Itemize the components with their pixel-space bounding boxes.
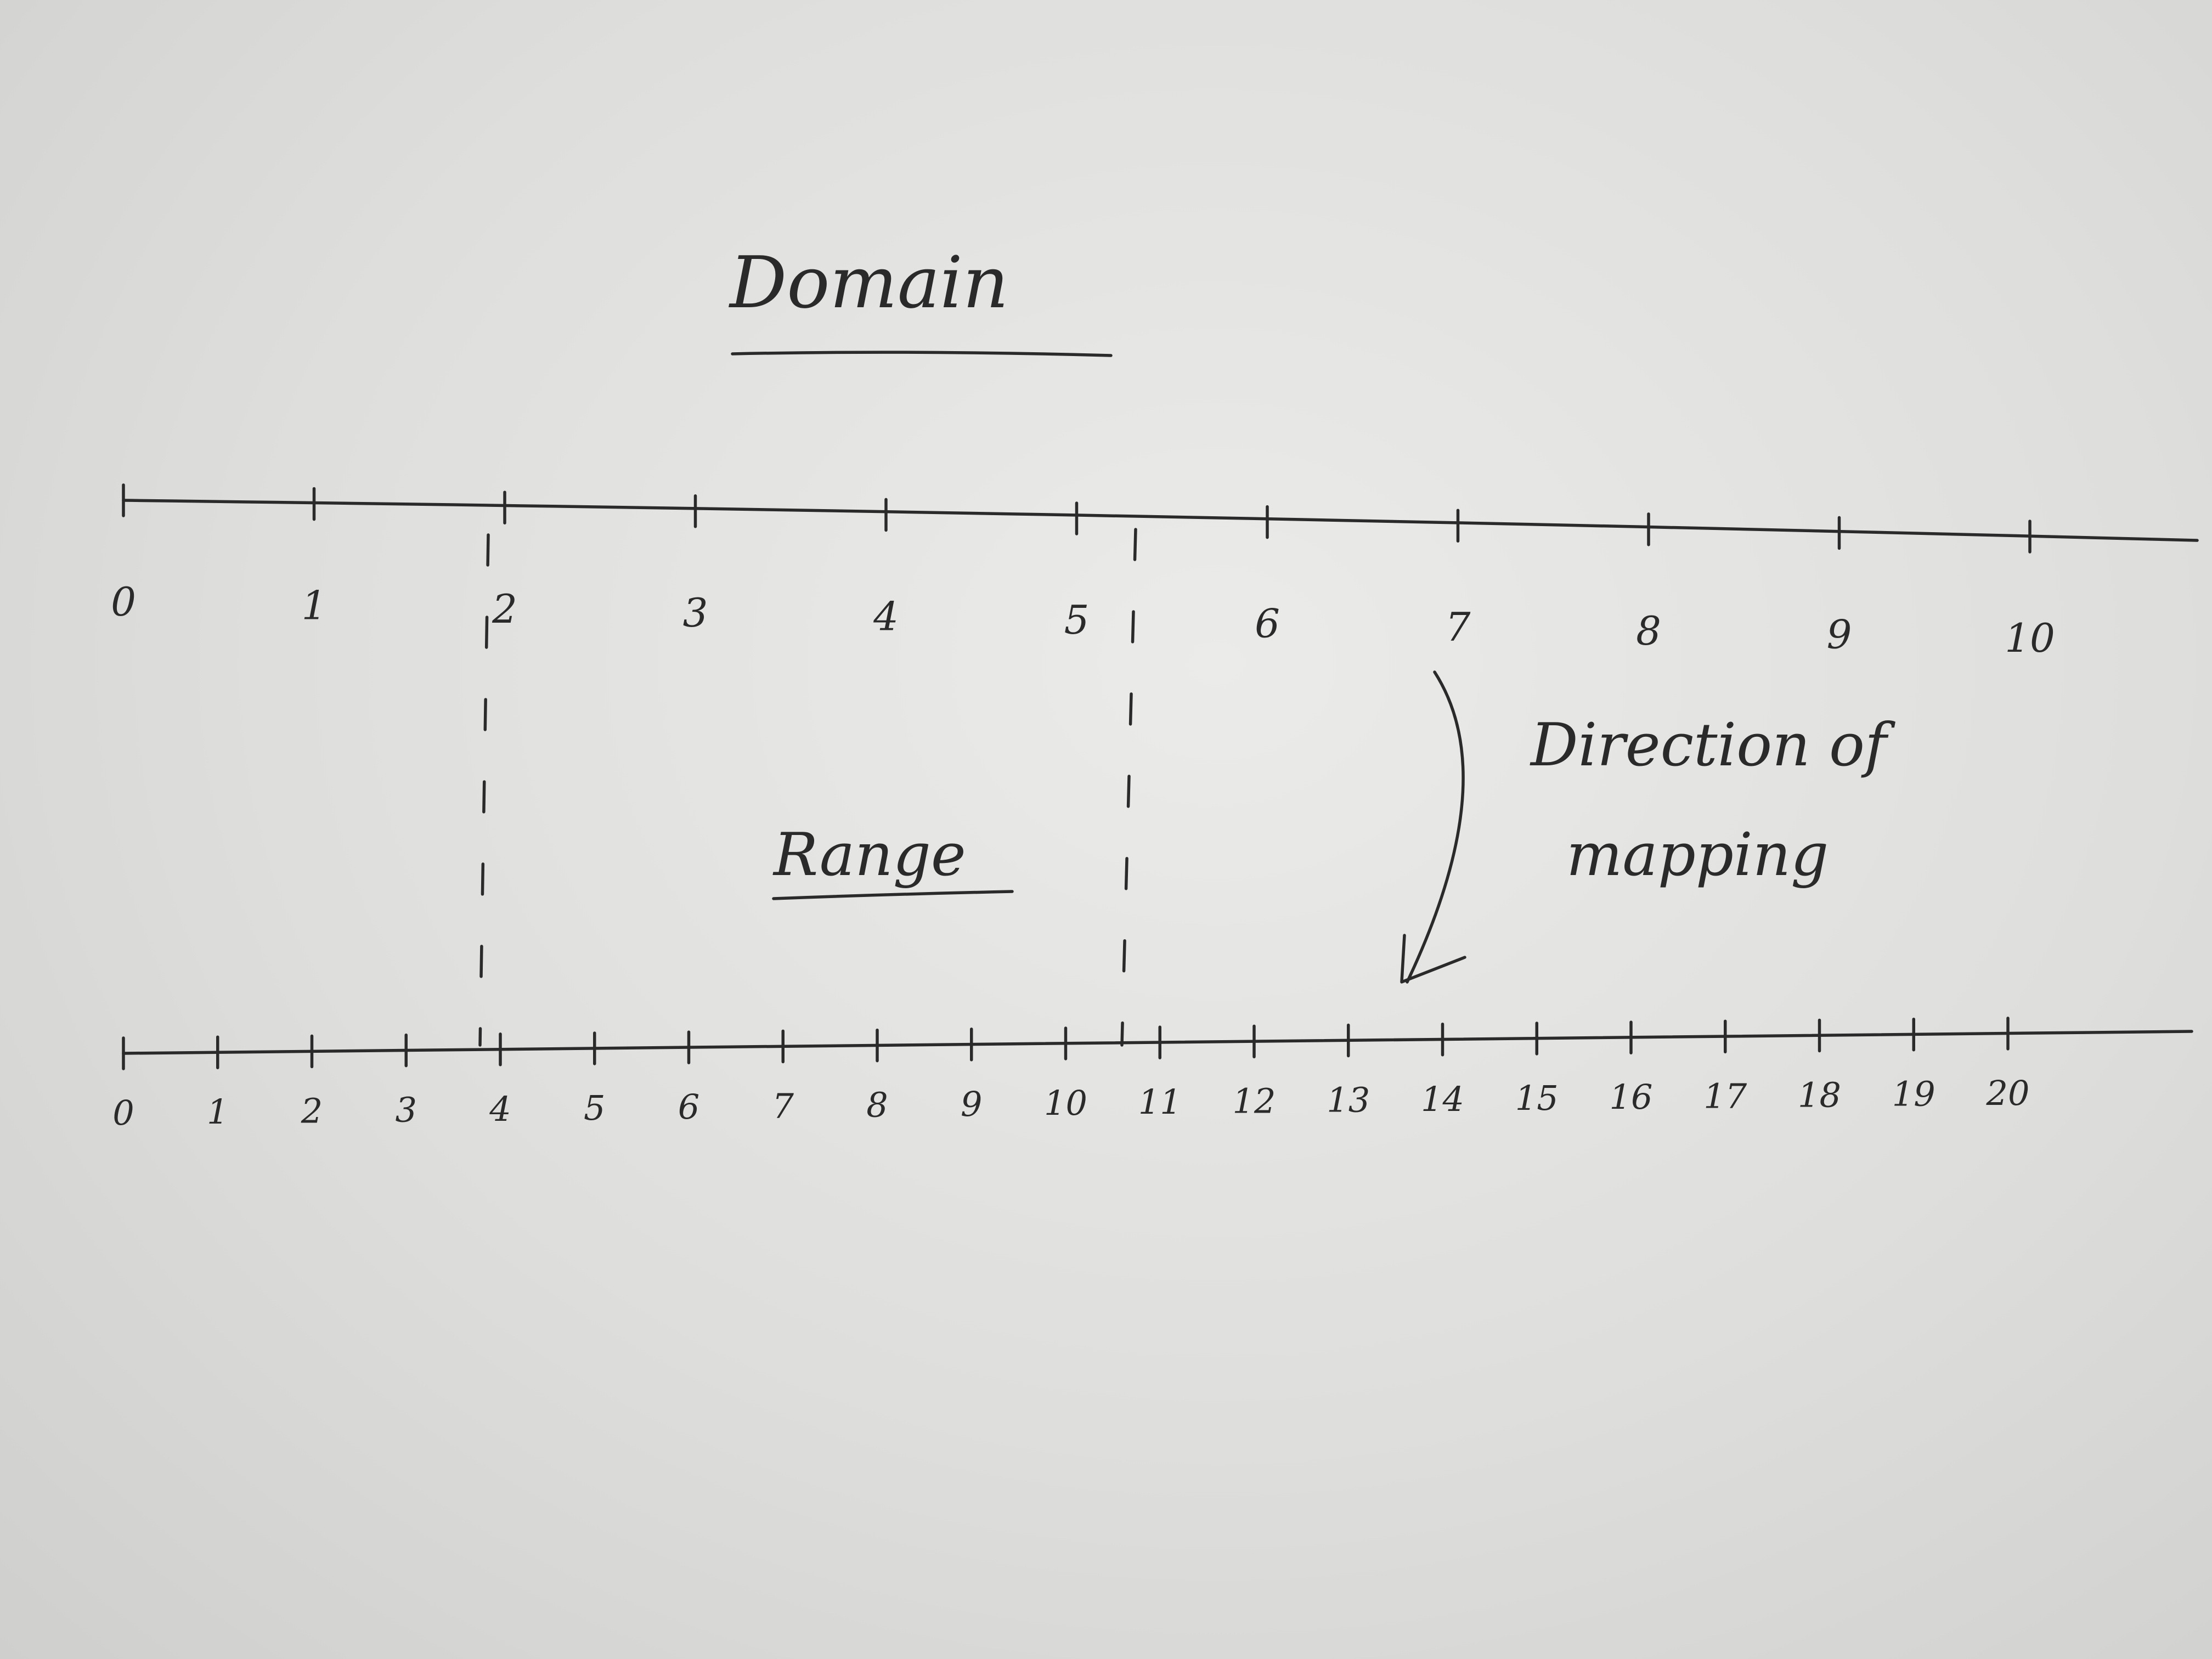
- domain-axis-tick-label-4: 4: [873, 593, 899, 639]
- dashed-link-2-to-4: [478, 533, 490, 1047]
- range-axis-line: [122, 1030, 2193, 1055]
- dashed-link-5-5-to-11: [1120, 528, 1137, 1047]
- range-axis-tick-label-14: 14: [1421, 1079, 1464, 1119]
- domain-axis-tick-label-5: 5: [1064, 597, 1090, 643]
- range-axis-tick-label-3: 3: [396, 1090, 417, 1130]
- range-axis-tick-label-8: 8: [866, 1085, 888, 1125]
- mapping-arrow-head: [1400, 934, 1466, 984]
- range-axis-tick-label-16: 16: [1610, 1077, 1653, 1117]
- domain-axis-tick-label-2: 2: [492, 586, 517, 632]
- range-axis-tick-label-20: 20: [1986, 1073, 2030, 1113]
- range-axis-tick-label-13: 13: [1327, 1080, 1370, 1120]
- domain-axis-tick-labels: 0 1 2 3 4 5 6 7 8 9 10: [111, 579, 2055, 661]
- range-underline: [772, 890, 1014, 900]
- range-axis-tick-labels: 0 1 2 3 4 5 6 7 8 9 10 11 12 13 14 15 16 17 18 19 20: [112, 1073, 2029, 1133]
- domain-axis-tick-label-6: 6: [1255, 601, 1280, 647]
- domain-axis-tick-label-10: 10: [2005, 615, 2055, 661]
- range-label: Range: [772, 821, 966, 889]
- range-axis-tick-label-7: 7: [772, 1086, 794, 1126]
- range-axis-tick-label-1: 1: [207, 1092, 228, 1132]
- domain-axis-tick-label-8: 8: [1636, 608, 1661, 654]
- range-axis-tick-label-18: 18: [1798, 1075, 1841, 1115]
- range-axis-tick-label-15: 15: [1515, 1078, 1559, 1118]
- range-axis-tick-label-0: 0: [112, 1093, 134, 1133]
- domain-axis-tick-label-3: 3: [683, 590, 708, 636]
- mapping-arrow-shaft: [1406, 670, 1465, 984]
- domain-axis-tick-label-7: 7: [1446, 604, 1471, 650]
- domain-underline: [731, 351, 1113, 357]
- domain-axis-tick-label-1: 1: [302, 583, 327, 629]
- direction-label-line1: Direction of: [1530, 711, 1895, 780]
- domain-axis-line: [122, 499, 2199, 542]
- range-axis-tick-label-10: 10: [1044, 1083, 1087, 1123]
- range-axis-tick-label-4: 4: [489, 1089, 511, 1129]
- domain-axis-tick-label-9: 9: [1827, 611, 1852, 657]
- range-axis-tick-label-17: 17: [1703, 1076, 1747, 1116]
- range-axis-tick-label-5: 5: [584, 1088, 605, 1128]
- range-axis-tick-label-19: 19: [1892, 1074, 1936, 1114]
- range-axis-ticks: [122, 1017, 2010, 1070]
- domain-axis-tick-label-0: 0: [111, 579, 136, 625]
- range-axis-tick-label-2: 2: [301, 1091, 323, 1131]
- range-axis-tick-label-6: 6: [678, 1087, 699, 1127]
- range-axis-tick-label-12: 12: [1233, 1081, 1276, 1121]
- range-axis-tick-label-11: 11: [1138, 1082, 1182, 1122]
- direction-label-line2: mapping: [1566, 821, 1829, 889]
- range-axis-tick-label-9: 9: [961, 1084, 982, 1124]
- domain-label: Domain: [729, 241, 1009, 324]
- domain-axis-ticks: [122, 483, 2032, 554]
